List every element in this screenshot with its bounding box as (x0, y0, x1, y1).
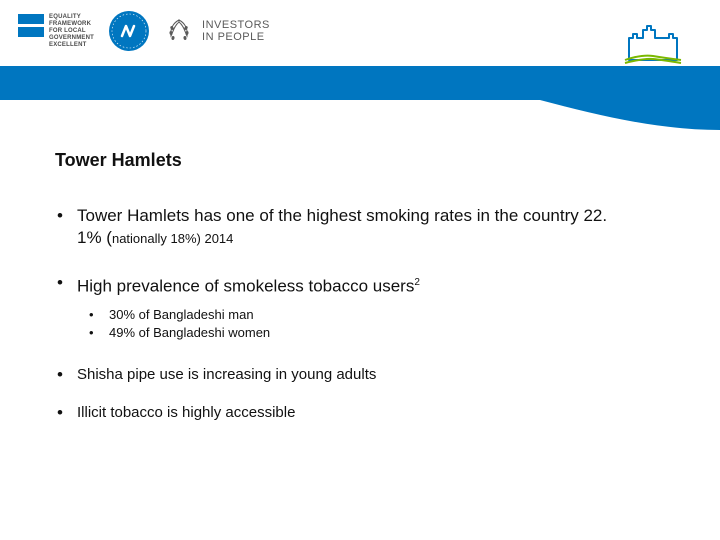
bullet-text: High prevalence of smokeless tobacco use… (77, 277, 414, 296)
content: Tower Hamlets Tower Hamlets has one of t… (55, 150, 615, 440)
superscript: 2 (414, 277, 420, 288)
bullet-list: Tower Hamlets has one of the highest smo… (55, 205, 615, 342)
sub-bullet-text: 49% of Bangladeshi women (109, 325, 270, 340)
bullet-item: High prevalence of smokeless tobacco use… (55, 272, 615, 342)
bullet-item: Shisha pipe use is increasing in young a… (55, 364, 615, 386)
equality-framework-bars-icon (18, 14, 44, 37)
slide-title: Tower Hamlets (55, 150, 615, 171)
sub-bullet-item: 49% of Bangladeshi women (87, 324, 615, 342)
bullet-text: Illicit tobacco is highly accessible (77, 404, 295, 421)
bullet-list-secondary: Shisha pipe use is increasing in young a… (55, 364, 615, 424)
laurel-icon (164, 16, 194, 46)
slide: EQUALITY FRAMEWORK FOR LOCAL GOVERNMENT … (0, 0, 720, 540)
bullet-text: Shisha pipe use is increasing in young a… (77, 366, 376, 383)
bullet-item: Tower Hamlets has one of the highest smo… (55, 205, 615, 250)
disabled-people-icon (108, 10, 150, 52)
bullet-item: Illicit tobacco is highly accessible (55, 402, 615, 424)
sub-bullet-text: 30% of Bangladeshi man (109, 307, 254, 322)
investors-in-people-text: INVESTORS IN PEOPLE (202, 19, 270, 43)
equality-framework-logo: EQUALITY FRAMEWORK FOR LOCAL GOVERNMENT … (18, 14, 94, 49)
sub-bullet-list: 30% of Bangladeshi man 49% of Bangladesh… (87, 306, 615, 342)
bullet-note: nationally 18%) 2014 (112, 231, 233, 246)
header-logos: EQUALITY FRAMEWORK FOR LOCAL GOVERNMENT … (18, 10, 270, 52)
tower-hamlets-logo-text: TOWER HAMLETS (605, 68, 700, 79)
disabled-people-logo (108, 10, 150, 52)
castle-icon (623, 20, 683, 64)
investors-in-people-logo: INVESTORS IN PEOPLE (164, 16, 270, 46)
tower-hamlets-logo: TOWER HAMLETS (605, 20, 700, 79)
equality-framework-text: EQUALITY FRAMEWORK FOR LOCAL GOVERNMENT … (49, 14, 94, 49)
sub-bullet-item: 30% of Bangladeshi man (87, 306, 615, 324)
